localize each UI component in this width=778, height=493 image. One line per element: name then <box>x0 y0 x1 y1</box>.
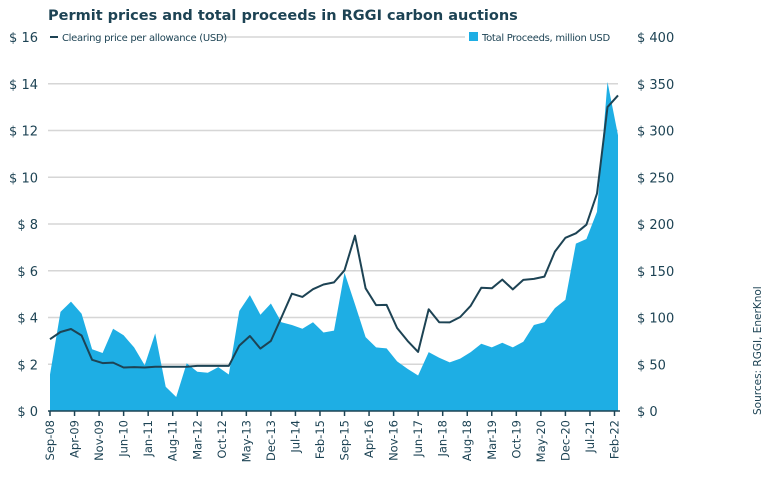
x-tick-label: Mar-19 <box>485 420 499 460</box>
y-right-tick-label: $ 0 <box>637 405 658 420</box>
y-right-tick-label: $ 300 <box>637 125 674 140</box>
x-tick-label: May-13 <box>239 420 253 462</box>
x-tick-label: Jul-14 <box>288 420 302 454</box>
y-right-tick-label: $ 400 <box>637 31 674 46</box>
y-left-tick-label: $ 12 <box>9 125 38 140</box>
legend-area-swatch <box>469 32 478 41</box>
y-right-tick-label: $ 250 <box>637 171 674 186</box>
legend-price: Clearing price per allowance (USD) <box>48 29 227 45</box>
x-tick-label: Apr-16 <box>362 420 376 458</box>
x-tick-label: Oct-12 <box>215 420 229 459</box>
x-tick-label: Jun-17 <box>411 420 425 458</box>
x-tick-label: Apr-09 <box>68 420 82 458</box>
x-tick-label: Nov-09 <box>92 420 106 461</box>
legend-label-price: Clearing price per allowance (USD) <box>62 33 227 44</box>
x-tick-label: Feb-22 <box>607 420 621 459</box>
x-tick-label: Jul-21 <box>583 420 597 454</box>
x-tick-label: Jan-18 <box>436 420 450 458</box>
x-tick-label: Feb-15 <box>313 420 327 459</box>
source-note: Sources: RGGI, EnerKnol <box>752 286 764 415</box>
y-right-tick-label: $ 200 <box>637 218 674 233</box>
y-left-tick-label: $ 14 <box>9 78 38 93</box>
y-right-tick-label: $ 50 <box>637 358 666 373</box>
x-tick-label: Sep-08 <box>43 420 57 460</box>
y-left-tick-label: $ 8 <box>17 218 38 233</box>
x-tick-label: Jan-11 <box>141 420 155 458</box>
x-tick-label: Nov-16 <box>387 420 401 461</box>
x-tick-label: Dec-20 <box>558 420 572 461</box>
y-left-tick-label: $ 10 <box>9 171 38 186</box>
proceeds-area <box>50 82 618 411</box>
legend-label-proceeds: Total Proceeds, million USD <box>481 33 610 44</box>
y-left-tick-label: $ 0 <box>17 405 38 420</box>
y-right-tick-label: $ 100 <box>637 312 674 327</box>
y-right-tick-label: $ 150 <box>637 265 674 280</box>
y-left-tick-label: $ 4 <box>17 312 38 327</box>
y-left-tick-label: $ 2 <box>17 358 38 373</box>
proceeds-area-path <box>50 82 618 411</box>
x-tick-label: Jun-10 <box>117 420 131 458</box>
x-tick-label: Dec-13 <box>264 420 278 461</box>
gridlines <box>48 37 618 364</box>
legend-proceeds: Total Proceeds, million USD <box>465 29 620 45</box>
x-tick-label: Aug-18 <box>460 420 474 461</box>
price-line-path <box>50 95 618 367</box>
y-right-tick-label: $ 350 <box>637 78 674 93</box>
x-tick-label: Aug-11 <box>166 420 180 461</box>
y-left-tick-label: $ 16 <box>9 31 38 46</box>
y-left-tick-label: $ 6 <box>17 265 38 280</box>
chart-title: Permit prices and total proceeds in RGGI… <box>48 8 518 24</box>
x-tick-label: May-20 <box>534 420 548 462</box>
x-tick-label: Oct-19 <box>509 420 523 459</box>
x-tick-label: Sep-15 <box>338 420 352 460</box>
x-tick-label: Mar-12 <box>190 420 204 460</box>
